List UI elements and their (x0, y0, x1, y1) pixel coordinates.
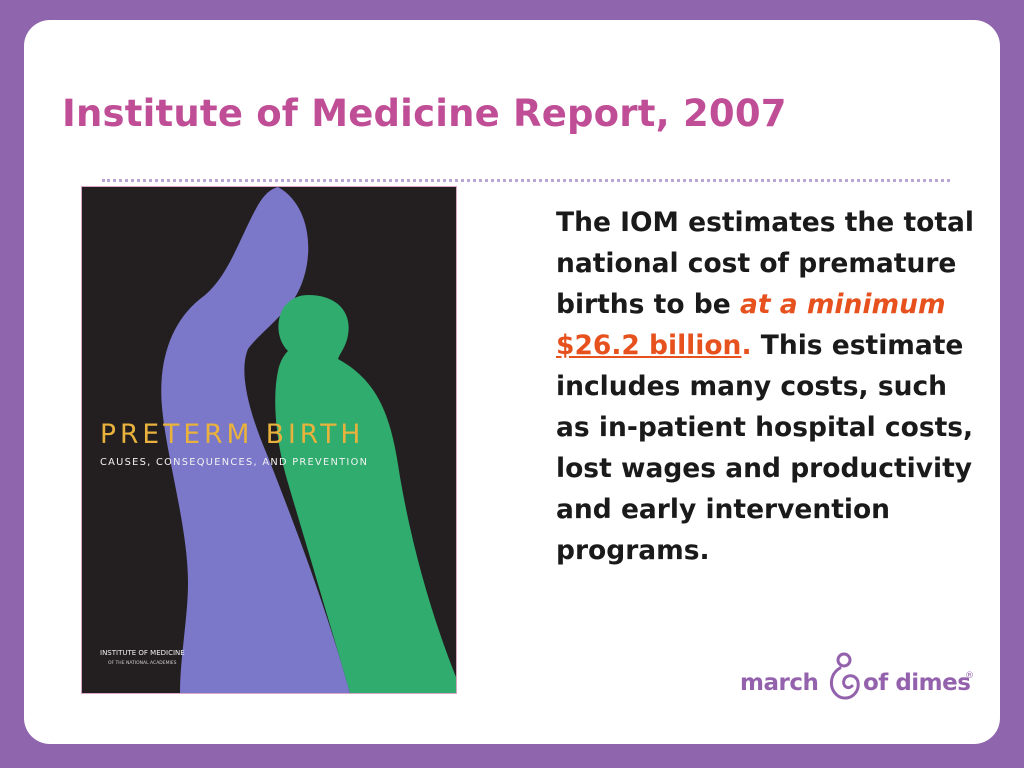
emphasis-text: at a minimum (739, 289, 946, 320)
book-cover-art: PRETERM BIRTH CAUSES, CONSEQUENCES, AND … (82, 187, 456, 693)
body-text-details: This estimate includes many costs, such … (556, 330, 974, 566)
amount-period: . (741, 330, 752, 361)
cover-publisher-sub: OF THE NATIONAL ACADEMIES (108, 660, 177, 666)
cover-title: PRETERM BIRTH (100, 419, 364, 450)
body-text-intro: The IOM estimates the total national cos… (556, 207, 974, 320)
logo-text-left: march (740, 670, 818, 696)
logo-text-right: of dimes (863, 670, 970, 696)
cover-publisher: INSTITUTE OF MEDICINE (100, 649, 185, 657)
cover-subtitle: CAUSES, CONSEQUENCES, AND PREVENTION (100, 457, 368, 468)
slide: Institute of Medicine Report, 2007 PRETE… (24, 20, 1000, 744)
book-cover-image: PRETERM BIRTH CAUSES, CONSEQUENCES, AND … (81, 186, 457, 694)
slide-title: Institute of Medicine Report, 2007 (62, 92, 787, 135)
body-paragraph: The IOM estimates the total national cos… (556, 202, 976, 571)
cover-green-figure (275, 295, 456, 693)
march-of-dimes-logo: march of dimes ® (736, 648, 976, 704)
logo-mother-child-icon (830, 652, 860, 700)
logo-graphic: march of dimes ® (740, 652, 974, 700)
cover-violet-figure (161, 187, 350, 693)
logo-registered-mark: ® (965, 671, 974, 681)
cost-amount-link[interactable]: $26.2 billion (556, 330, 742, 361)
dotted-divider (102, 179, 950, 182)
